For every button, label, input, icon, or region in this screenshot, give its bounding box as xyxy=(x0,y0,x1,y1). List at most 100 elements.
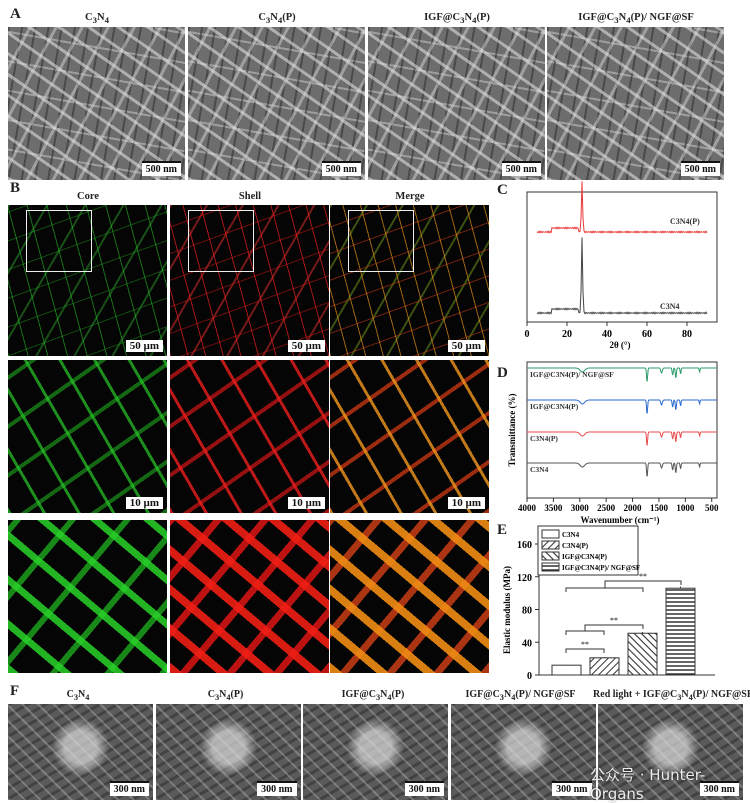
sem-image: 300 nm xyxy=(155,704,301,800)
ftir-line xyxy=(527,431,717,446)
legend-label: IGF@C3N4(P) xyxy=(562,553,608,561)
panel-b-title: Core xyxy=(77,191,99,202)
series-label: C3N4 xyxy=(660,302,680,311)
panel-a-title: IGF@C3N4(P)/ NGF@SF xyxy=(578,12,694,26)
scale-bar: 10 µm xyxy=(447,497,485,509)
x-tick-label: 1000 xyxy=(676,503,695,513)
bar xyxy=(665,587,696,676)
scale-bar: 500 nm xyxy=(321,161,361,176)
plot-frame xyxy=(526,361,718,499)
significance-bracket xyxy=(565,630,605,635)
scale-bar: 10 µm xyxy=(287,497,325,509)
scale-bar: 300 nm xyxy=(109,781,149,796)
fluorescence-image xyxy=(8,520,167,673)
panel-b-title: Shell xyxy=(238,191,262,202)
scale-bar: 300 nm xyxy=(552,781,592,796)
panel-f-title: C3N4 xyxy=(66,689,90,702)
scale-bar: 300 nm xyxy=(257,781,297,796)
legend-label: C3N4(P) xyxy=(562,542,589,550)
zoom-region-box xyxy=(26,210,92,272)
series-label: C3N4(P) xyxy=(530,434,558,443)
y-tick-label: 120 xyxy=(517,573,532,584)
legend-label: IGF@C3N4(P)/ NGF@SF xyxy=(562,564,640,572)
significance-label: ** xyxy=(639,572,647,581)
x-tick-label: 3000 xyxy=(571,503,590,513)
panel-label-e: E xyxy=(497,522,508,538)
bar xyxy=(551,664,582,676)
fluorescence-image xyxy=(330,520,489,673)
significance-label: ** xyxy=(581,640,589,649)
zoom-region-box xyxy=(348,210,414,272)
significance-bracket xyxy=(565,648,605,653)
bar xyxy=(627,632,658,676)
scale-bar: 300 nm xyxy=(699,781,739,796)
significance-bracket xyxy=(565,587,644,592)
x-tick-label: 20 xyxy=(562,329,572,340)
significance-label: ** xyxy=(610,616,618,625)
fluorescence-image: 50 µm xyxy=(8,205,167,356)
sem-image: 500 nm xyxy=(368,27,545,180)
x-tick-label: 3500 xyxy=(544,503,563,513)
x-tick-label: 60 xyxy=(642,329,652,340)
scale-bar: 50 µm xyxy=(125,340,163,352)
fluorescence-image: 50 µm xyxy=(170,205,329,356)
x-tick-label: 4000 xyxy=(518,503,537,513)
x-axis-label: 2θ (°) xyxy=(609,340,630,350)
panel-a-title: C3N4(P) xyxy=(258,12,296,26)
ftir-line xyxy=(527,399,717,414)
xrd-line xyxy=(536,181,708,234)
scale-bar: 50 µm xyxy=(447,340,485,352)
panel-label-b: B xyxy=(10,180,21,196)
series-label: IGF@C3N4(P)/ NGF@SF xyxy=(530,370,614,379)
legend-label: C3N4 xyxy=(562,531,580,539)
panel-label-c: C xyxy=(497,182,508,198)
zoom-region-box xyxy=(188,210,254,272)
panel-a-title: C3N4 xyxy=(85,12,109,26)
ftir-line xyxy=(527,462,717,477)
panel-a-title: IGF@C3N4(P) xyxy=(424,12,490,26)
plot-frame xyxy=(526,191,718,323)
fluorescence-image xyxy=(170,520,329,673)
bar xyxy=(589,657,620,676)
panel-label-d: D xyxy=(497,365,508,381)
significance-bracket xyxy=(584,624,644,631)
legend-swatch xyxy=(541,551,560,561)
sem-image: 500 nm xyxy=(547,27,724,180)
x-tick-label: 1500 xyxy=(650,503,669,513)
watermark: 公众号 · Hunter-Organs xyxy=(590,766,706,803)
sem-image: 500 nm xyxy=(188,27,365,180)
panel-label-a: A xyxy=(10,6,21,22)
x-tick-label: 80 xyxy=(682,329,692,340)
series-label: IGF@C3N4(P) xyxy=(530,402,579,411)
fluorescence-image: 10 µm xyxy=(170,360,329,513)
x-tick-label: 2500 xyxy=(597,503,616,513)
y-tick-label: 40 xyxy=(522,638,532,649)
legend-swatch xyxy=(541,529,560,539)
panel-f-title: IGF@C3N4(P)/ NGF@SF xyxy=(465,689,576,702)
ftir-line xyxy=(527,367,717,382)
series-label: C3N4 xyxy=(530,465,549,474)
scale-bar: 500 nm xyxy=(680,161,720,176)
fluorescence-image: 50 µm xyxy=(330,205,489,356)
y-tick-label: 80 xyxy=(522,606,532,617)
sem-image: 300 nm xyxy=(598,704,743,800)
legend-swatch xyxy=(541,540,560,550)
x-tick-label: 500 xyxy=(705,503,719,513)
scale-bar: 50 µm xyxy=(287,340,325,352)
fluorescence-image: 10 µm xyxy=(330,360,489,513)
sem-image: 300 nm xyxy=(450,704,596,800)
panel-f-title: Red light + IGF@C3N4(P)/ NGF@SF xyxy=(593,689,750,702)
panel-b-title: Merge xyxy=(395,191,425,202)
x-tick-label: 2000 xyxy=(624,503,643,513)
series-label: C3N4(P) xyxy=(670,217,700,226)
y-axis-label: Elastic modulus (MPa) xyxy=(502,566,512,654)
x-tick-label: 40 xyxy=(602,329,612,340)
sem-image: 300 nm xyxy=(8,704,153,800)
panel-f-title: IGF@C3N4(P) xyxy=(341,689,405,702)
sem-image: 300 nm xyxy=(303,704,448,800)
scale-bar: 500 nm xyxy=(141,161,181,176)
significance-bracket xyxy=(604,580,682,588)
scale-bar: 500 nm xyxy=(501,161,541,176)
scale-bar: 300 nm xyxy=(404,781,444,796)
